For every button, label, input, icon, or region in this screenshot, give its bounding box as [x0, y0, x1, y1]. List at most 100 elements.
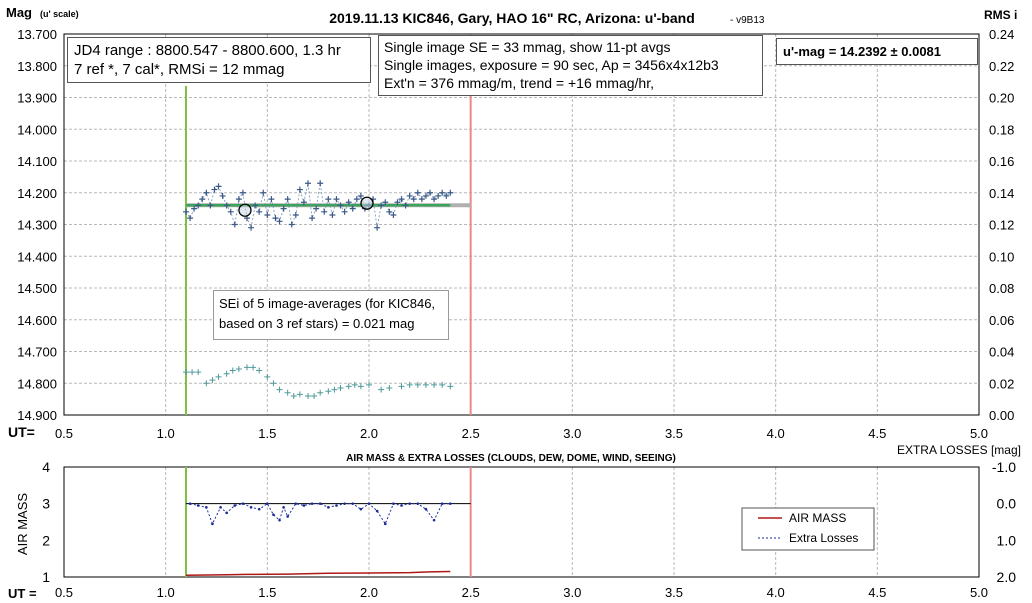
extra-losses-point — [225, 511, 228, 515]
rms-point — [235, 365, 242, 372]
mag-point — [427, 189, 433, 196]
y-left-tick-label: 14.900 — [17, 408, 57, 423]
x-tick-label: 4.5 — [868, 426, 886, 441]
y-right-tick-label: 0.20 — [989, 91, 1014, 106]
mag-point — [284, 196, 291, 203]
rms-point — [290, 392, 297, 399]
y-right-tick-label: 0.04 — [989, 345, 1014, 360]
mag-point — [183, 208, 189, 215]
legend-air-mass-label: AIR MASS — [789, 511, 846, 525]
chart-title: 2019.11.13 KIC846, Gary, HAO 16" RC, Ari… — [329, 10, 695, 26]
y-left-tick-label: 14.200 — [17, 186, 57, 201]
x-axis-label-bottom: UT = — [8, 586, 37, 601]
mag-point — [288, 221, 295, 228]
rms-point — [366, 381, 372, 388]
rms-point — [357, 383, 364, 390]
legend: AIR MASS Extra Losses — [741, 507, 875, 551]
mag-point — [223, 202, 230, 209]
airmass-tick-label: 1 — [42, 569, 50, 585]
rms-point — [244, 364, 250, 371]
mag-point — [264, 211, 271, 218]
rms-point — [256, 367, 263, 374]
rms-point — [439, 381, 446, 388]
mag-point — [317, 180, 324, 187]
y-right-tick-label: 0.24 — [989, 27, 1014, 42]
rms-point — [378, 386, 385, 393]
extra-losses-point — [367, 502, 371, 505]
mag-point — [341, 208, 348, 215]
mag-point — [337, 202, 344, 209]
x-tick-label: 1.5 — [258, 426, 276, 441]
info-single-se: Single image SE = 33 mmag, show 11-pt av… — [384, 39, 671, 55]
extra-losses-point — [211, 522, 214, 526]
mag-point — [345, 199, 352, 206]
extra-losses-tick-label: -1.0 — [992, 459, 1016, 475]
x-tick-label: 0.5 — [55, 426, 73, 441]
mag-point — [191, 205, 198, 212]
extra-losses-point — [400, 504, 403, 507]
avg-point — [360, 196, 374, 210]
result-box: u'-mag = 14.2392 ± 0.0081 — [776, 38, 978, 65]
x-tick-label: 5.0 — [970, 426, 988, 441]
mag-point — [276, 218, 283, 225]
mag-point — [305, 180, 311, 187]
y-right-tick-label: 0.08 — [989, 281, 1014, 296]
mag-point — [422, 192, 429, 199]
y-left-tick-label: 14.100 — [17, 154, 57, 169]
info-ref-stars: 7 ref *, 7 cal*, RMSi = 12 mmag — [74, 61, 285, 78]
rms-point — [447, 383, 454, 390]
mag-point — [418, 196, 425, 203]
y-left-tick-label: 14.300 — [17, 218, 57, 233]
y-left-tick-label: 14.700 — [17, 345, 57, 360]
extra-losses-point — [188, 502, 192, 505]
info-exposure: Single images, exposure = 90 sec, Ap = 3… — [384, 57, 719, 73]
y-right-axis-label: RMS i — [984, 8, 1017, 22]
y-right-tick-label: 0.02 — [989, 376, 1014, 391]
mag-point — [443, 192, 450, 199]
extra-losses-point — [257, 507, 261, 511]
y-right-tick-label: 0.22 — [989, 59, 1014, 74]
mag-point — [292, 211, 299, 218]
x-tick-label: 4.0 — [767, 585, 785, 600]
mag-point — [414, 189, 421, 196]
legend-extra-losses-label: Extra Losses — [789, 531, 858, 545]
mag-point — [231, 221, 238, 228]
mag-point — [435, 192, 442, 199]
rms-point — [398, 383, 405, 390]
extra-losses-point — [310, 502, 314, 505]
mag-point — [447, 189, 454, 196]
extra-losses-point — [416, 502, 420, 505]
rms-point — [223, 370, 230, 377]
mag-point — [402, 202, 409, 209]
mag-point — [394, 199, 401, 206]
extra-losses-point — [375, 509, 379, 513]
rms-point — [183, 369, 189, 376]
extra-losses-point — [327, 506, 330, 509]
mag-point — [252, 202, 259, 209]
y-right-tick-label: 0.10 — [989, 249, 1014, 264]
airmass-tick-label: 4 — [42, 459, 50, 475]
rms-point — [296, 391, 303, 398]
mag-point — [390, 211, 397, 218]
extra-losses-point — [392, 502, 395, 505]
result-magnitude: u'-mag = 14.2392 ± 0.0081 — [783, 44, 942, 59]
rms-point — [284, 389, 291, 396]
info-box-jd-range: JD4 range : 8800.547 - 8800.600, 1.3 hr … — [67, 37, 371, 83]
extra-losses-tick-label: 1.0 — [997, 532, 1017, 548]
rms-point — [189, 369, 196, 376]
x-tick-label: 4.5 — [868, 585, 886, 600]
rms-point — [215, 373, 222, 380]
sei-line-2: based on 3 ref stars) = 0.021 mag — [219, 316, 415, 331]
info-jd-range: JD4 range : 8800.547 - 8800.600, 1.3 hr — [74, 42, 341, 59]
mag-point — [329, 211, 336, 218]
rms-point — [276, 386, 283, 393]
rms-point — [422, 381, 429, 388]
extra-losses-point — [432, 518, 436, 522]
extra-losses-point — [440, 502, 444, 505]
mag-point — [256, 208, 263, 215]
extra-losses-point — [302, 504, 306, 507]
info-extinction: Ext'n = 376 mmag/m, trend = +16 mmag/hr, — [384, 75, 654, 91]
rms-point — [311, 392, 318, 399]
rms-point — [195, 369, 202, 376]
